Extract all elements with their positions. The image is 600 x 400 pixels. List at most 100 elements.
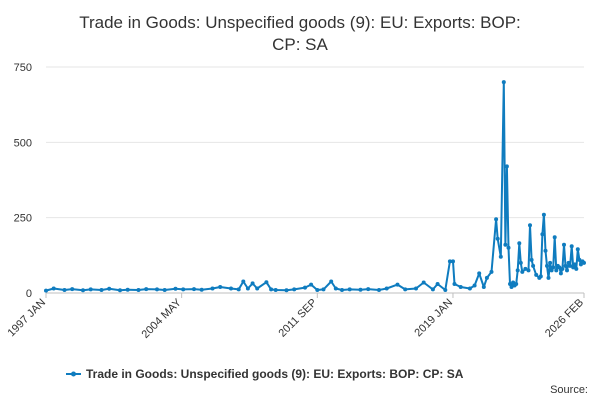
data-point[interactable] (44, 288, 48, 293)
data-point[interactable] (489, 269, 494, 274)
data-point[interactable] (577, 257, 582, 262)
data-point[interactable] (554, 268, 559, 273)
data-point[interactable] (181, 287, 186, 292)
data-point[interactable] (395, 282, 400, 287)
data-point[interactable] (118, 288, 122, 293)
data-point[interactable] (545, 263, 549, 268)
data-point[interactable] (358, 287, 363, 292)
data-point[interactable] (125, 287, 130, 292)
data-point[interactable] (520, 269, 525, 274)
data-point[interactable] (517, 241, 522, 246)
data-point[interactable] (506, 245, 511, 250)
data-point[interactable] (162, 288, 167, 292)
data-point[interactable] (452, 282, 457, 286)
data-point[interactable] (563, 263, 568, 268)
data-point[interactable] (255, 286, 260, 291)
data-point[interactable] (511, 280, 516, 285)
data-point[interactable] (495, 236, 500, 241)
data-point[interactable] (421, 280, 426, 285)
data-point[interactable] (569, 244, 574, 249)
data-point[interactable] (575, 247, 580, 252)
data-point[interactable] (315, 288, 320, 292)
data-point[interactable] (250, 281, 255, 286)
data-point[interactable] (518, 260, 523, 265)
data-point[interactable] (340, 288, 344, 292)
data-point[interactable] (546, 275, 551, 280)
data-point[interactable] (514, 282, 519, 286)
data-point[interactable] (562, 242, 566, 247)
data-point[interactable] (155, 287, 159, 292)
data-point[interactable] (552, 235, 557, 240)
data-point[interactable] (543, 248, 548, 253)
data-point[interactable] (333, 286, 338, 291)
data-point[interactable] (88, 287, 93, 292)
data-point[interactable] (472, 283, 477, 288)
data-point[interactable] (414, 286, 418, 291)
data-point[interactable] (403, 287, 408, 292)
data-point[interactable] (509, 285, 514, 289)
data-point[interactable] (107, 286, 112, 291)
data-point[interactable] (62, 288, 67, 292)
data-point[interactable] (578, 262, 583, 267)
data-point[interactable] (458, 285, 463, 289)
data-point[interactable] (366, 287, 371, 292)
data-point[interactable] (560, 266, 565, 271)
data-point[interactable] (329, 279, 334, 284)
data-point[interactable] (549, 268, 554, 273)
data-point[interactable] (443, 288, 448, 292)
data-point[interactable] (528, 223, 532, 228)
data-point[interactable] (435, 282, 440, 286)
data-point[interactable] (303, 285, 307, 290)
data-point[interactable] (558, 271, 563, 276)
data-point[interactable] (484, 275, 489, 280)
data-point[interactable] (430, 287, 435, 292)
data-point[interactable] (192, 287, 196, 292)
data-point[interactable] (477, 271, 482, 276)
data-point[interactable] (236, 287, 241, 292)
data-point[interactable] (494, 217, 499, 222)
data-point[interactable] (531, 263, 536, 268)
data-point[interactable] (347, 287, 352, 292)
data-point[interactable] (503, 242, 508, 247)
data-point[interactable] (565, 268, 569, 273)
data-point[interactable] (568, 263, 573, 268)
data-point[interactable] (515, 268, 520, 273)
legend[interactable]: Trade in Goods: Unspecified goods (9): E… (66, 367, 464, 381)
data-point[interactable] (136, 288, 141, 292)
data-point[interactable] (538, 274, 543, 279)
data-point[interactable] (51, 286, 56, 291)
data-point[interactable] (218, 285, 223, 289)
data-point[interactable] (81, 288, 85, 293)
data-point[interactable] (523, 266, 528, 271)
data-point[interactable] (447, 259, 452, 264)
data-point[interactable] (273, 288, 278, 292)
data-point[interactable] (99, 288, 104, 292)
data-point[interactable] (229, 286, 233, 291)
data-point[interactable] (481, 285, 486, 289)
data-point[interactable] (571, 265, 576, 270)
data-point[interactable] (574, 266, 579, 271)
data-point[interactable] (557, 265, 562, 270)
source-label[interactable]: Source: (550, 384, 588, 396)
data-point[interactable] (526, 268, 531, 273)
data-point[interactable] (582, 260, 586, 265)
data-point[interactable] (548, 260, 553, 265)
data-point[interactable] (245, 286, 250, 291)
data-point[interactable] (199, 287, 204, 292)
data-point[interactable] (508, 282, 512, 286)
data-point[interactable] (384, 286, 389, 291)
data-point[interactable] (504, 164, 509, 169)
data-point[interactable] (566, 260, 571, 265)
data-point[interactable] (534, 272, 539, 277)
data-point[interactable] (70, 287, 75, 292)
data-point[interactable] (241, 279, 246, 284)
data-point[interactable] (210, 286, 215, 291)
data-point[interactable] (451, 259, 455, 264)
data-point[interactable] (309, 282, 314, 287)
data-point[interactable] (264, 280, 269, 285)
data-point[interactable] (551, 265, 556, 270)
data-point[interactable] (269, 287, 274, 292)
data-point[interactable] (144, 287, 149, 292)
data-point[interactable] (541, 212, 546, 217)
data-point[interactable] (572, 262, 577, 267)
